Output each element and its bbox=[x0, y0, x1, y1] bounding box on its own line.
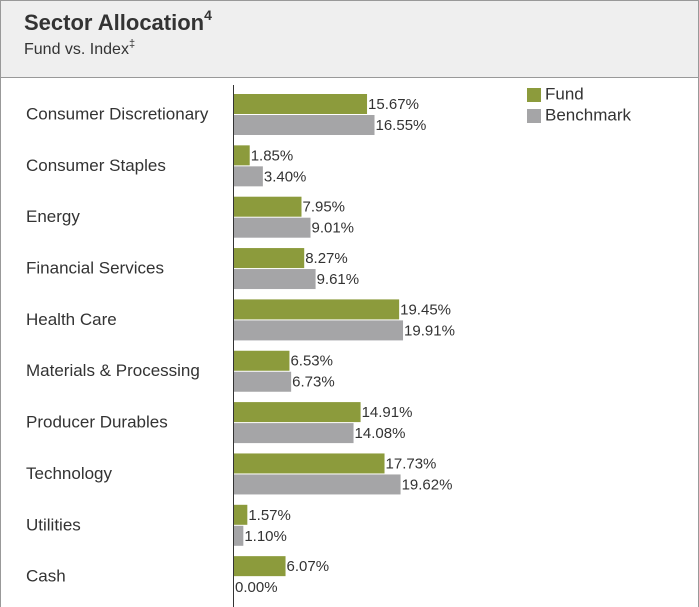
value-label: 17.73% bbox=[386, 455, 437, 472]
bar bbox=[234, 504, 248, 525]
category-label: Cash bbox=[26, 567, 66, 586]
value-label: 19.91% bbox=[404, 322, 455, 339]
value-label: 8.27% bbox=[305, 250, 348, 267]
value-label: 6.53% bbox=[290, 353, 333, 370]
bar bbox=[234, 402, 361, 423]
legend-swatch bbox=[527, 88, 541, 102]
bar bbox=[234, 320, 404, 341]
value-label: 9.01% bbox=[311, 220, 354, 237]
bar bbox=[234, 145, 250, 166]
category-label: Financial Services bbox=[26, 259, 164, 278]
value-label: 19.62% bbox=[402, 476, 453, 493]
bar bbox=[234, 453, 385, 474]
bar bbox=[234, 423, 354, 444]
category-label: Consumer Discretionary bbox=[26, 104, 209, 123]
chart-subtitle: Fund vs. Index‡ bbox=[24, 38, 135, 58]
value-label: 7.95% bbox=[302, 199, 345, 216]
legend-swatch bbox=[527, 109, 541, 123]
bar bbox=[234, 299, 400, 320]
category-label: Producer Durables bbox=[26, 413, 168, 432]
value-label: 6.73% bbox=[292, 374, 335, 391]
bar bbox=[234, 115, 375, 135]
bar bbox=[234, 166, 263, 187]
category-label: Consumer Staples bbox=[26, 156, 166, 175]
legend-label: Fund bbox=[545, 84, 584, 103]
bar bbox=[234, 269, 316, 290]
value-label: 1.10% bbox=[244, 528, 287, 545]
bar bbox=[234, 94, 368, 114]
value-label: 3.40% bbox=[264, 168, 307, 185]
title-text: Sector Allocation bbox=[24, 10, 204, 35]
category-label: Health Care bbox=[26, 310, 117, 329]
subtitle-text: Fund vs. Index bbox=[24, 41, 129, 58]
chart-title: Sector Allocation4 bbox=[24, 7, 212, 35]
header-background bbox=[1, 1, 698, 77]
bar bbox=[234, 217, 311, 238]
bar bbox=[234, 196, 302, 217]
bar bbox=[234, 371, 292, 392]
value-label: 19.45% bbox=[400, 301, 451, 318]
category-label: Energy bbox=[26, 207, 80, 226]
value-label: 9.61% bbox=[317, 271, 360, 288]
bar bbox=[234, 474, 401, 495]
category-label: Technology bbox=[26, 464, 113, 483]
value-label: 16.55% bbox=[376, 117, 427, 134]
value-label: 1.85% bbox=[251, 147, 294, 164]
bar bbox=[234, 525, 244, 546]
bar bbox=[234, 248, 305, 269]
category-label: Utilities bbox=[26, 515, 81, 534]
value-label: 6.07% bbox=[287, 558, 330, 575]
bar bbox=[234, 350, 290, 371]
bar bbox=[234, 556, 286, 577]
value-label: 15.67% bbox=[368, 96, 419, 113]
category-label: Materials & Processing bbox=[26, 361, 200, 380]
subtitle-note: ‡ bbox=[129, 38, 135, 50]
legend-label: Benchmark bbox=[545, 105, 631, 124]
value-label: 14.08% bbox=[355, 425, 406, 442]
value-label: 14.91% bbox=[362, 404, 413, 421]
title-note: 4 bbox=[204, 7, 212, 23]
value-label: 0.00% bbox=[235, 579, 278, 596]
value-label: 1.57% bbox=[248, 507, 291, 524]
